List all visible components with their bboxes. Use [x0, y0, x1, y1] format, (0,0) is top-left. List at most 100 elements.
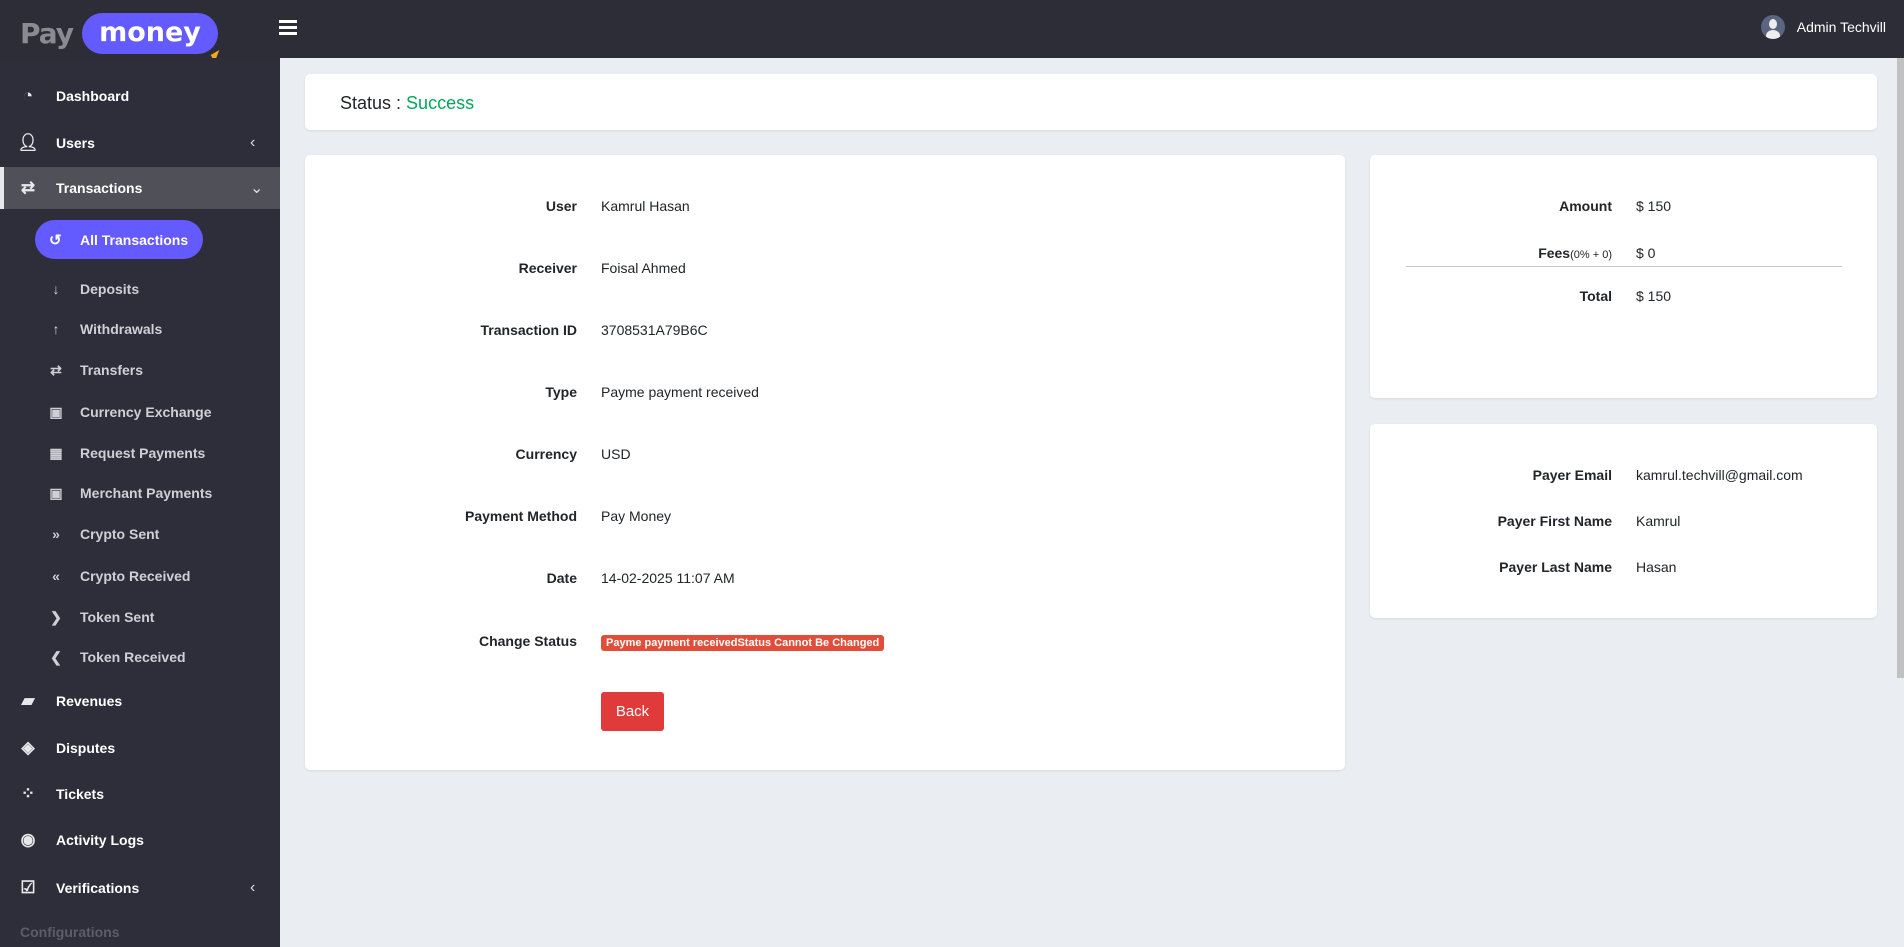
status-label: Status :: [340, 93, 402, 113]
detail-label: Date: [546, 570, 577, 586]
chevron-left-icon: ‹: [250, 134, 256, 151]
label: Token Sent: [80, 609, 155, 625]
detail-value: Payme payment received: [601, 384, 759, 400]
calculator-icon: ▦: [49, 444, 63, 461]
logo-pay: Pay: [20, 17, 74, 50]
amount-value: $ 150: [1636, 198, 1672, 214]
sidebar-sub-request-payments[interactable]: ▦ Request Payments: [0, 438, 280, 468]
fees-label-text: Fees: [1538, 245, 1571, 261]
payer-label: Payer Email: [1532, 467, 1612, 483]
detail-label: Transaction ID: [480, 322, 577, 338]
eye-icon: ◉: [20, 830, 36, 849]
sidebar-sub-crypto-received[interactable]: « Crypto Received: [0, 561, 280, 591]
spinner-icon: ⁘: [20, 784, 36, 803]
payer-info-card: Payer Email kamrul.techvill@gmail.com Paye…: [1370, 424, 1877, 618]
back-button[interactable]: Back: [601, 692, 664, 731]
payer-value: kamrul.techvill@gmail.com: [1636, 467, 1803, 483]
label: Transfers: [80, 362, 144, 378]
sidebar-sub-withdrawals[interactable]: ↑ Withdrawals: [0, 314, 280, 344]
status-badge: Payme payment receivedStatus Cannot Be C…: [601, 635, 885, 651]
detail-label: User: [545, 198, 577, 214]
logo-money: money: [82, 13, 218, 54]
label: Revenues: [56, 693, 123, 709]
detail-value: Foisal Ahmed: [601, 260, 686, 276]
fees-value: $ 0: [1636, 245, 1656, 261]
sidebar-item-transactions[interactable]: ⇄ Transactions ⌄: [0, 167, 280, 209]
total-label: Total: [1579, 288, 1612, 304]
label: Currency Exchange: [80, 404, 212, 420]
angle-double-right-icon: »: [52, 526, 60, 542]
sidebar-item-verifications[interactable]: ☑ Verifications ‹: [0, 871, 280, 905]
sidebar-sub-transfers[interactable]: ⇄ Transfers: [0, 355, 280, 385]
fees-label: Fees(0% + 0): [1538, 245, 1612, 261]
chevron-circle-right-icon: ❯: [50, 608, 62, 625]
sidebar-sub-merchant-payments[interactable]: ▣ Merchant Payments: [0, 478, 280, 508]
label: Deposits: [80, 281, 140, 297]
label: Transactions: [56, 180, 143, 196]
sidebar-item-users[interactable]: 👤︎ Users ‹: [0, 126, 280, 160]
amount-summary-card: Amount $ 150 Fees(0% + 0) $ 0 Total $ 15…: [1370, 155, 1877, 398]
status-card: Status : Success: [305, 74, 1877, 130]
sidebar-sub-deposits[interactable]: ↓ Deposits: [0, 274, 280, 304]
detail-value: 14-02-2025 11:07 AM: [601, 570, 735, 586]
detail-value: USD: [601, 446, 631, 462]
ticket-icon: ◈: [21, 738, 35, 757]
user-menu[interactable]: Admin Techvill: [1760, 15, 1886, 39]
label: Token Received: [80, 649, 186, 665]
payer-label: Payer Last Name: [1499, 559, 1612, 575]
page-scrollbar[interactable]: [1897, 58, 1904, 678]
total-value: $ 150: [1636, 288, 1672, 304]
fees-detail: (0% + 0): [1570, 249, 1612, 261]
hamburger-menu-icon[interactable]: [279, 20, 297, 36]
sidebar-sub-token-sent[interactable]: ❯ Token Sent: [0, 602, 280, 632]
label: Merchant Payments: [80, 485, 213, 501]
detail-label: Currency: [515, 446, 577, 462]
detail-label: Type: [545, 384, 577, 400]
detail-value: Kamrul Hasan: [601, 198, 690, 214]
exchange-icon: ⇄: [50, 361, 62, 378]
transaction-details-card: User Kamrul Hasan Receiver Foisal Ahmed Tran…: [305, 155, 1345, 770]
label: Tickets: [56, 786, 104, 802]
label: Withdrawals: [80, 321, 163, 337]
sidebar-item-disputes[interactable]: ◈ Disputes: [0, 731, 280, 765]
sidebar: ◔ Dashboard 👤︎ Users ‹ ⇄ Transactions ⌄ ↺ All …: [0, 58, 280, 947]
payer-label: Payer First Name: [1497, 513, 1612, 529]
paymoney-logo[interactable]: Pay money: [20, 13, 218, 54]
amount-label: Amount: [1559, 198, 1612, 214]
chevron-left-icon: ‹: [250, 879, 256, 896]
history-icon: ↺: [49, 231, 62, 249]
user-icon: 👤︎: [17, 133, 39, 152]
chevron-down-icon: ⌄: [250, 180, 264, 197]
label: Activity Logs: [56, 832, 144, 848]
user-name: Admin Techvill: [1796, 19, 1886, 35]
sidebar-item-dashboard[interactable]: ◔ Dashboard: [0, 79, 280, 113]
detail-value: Pay Money: [601, 508, 672, 524]
detail-value: 3708531A79B6C: [601, 322, 708, 338]
top-header: Pay money Admin Techvill: [0, 0, 1904, 58]
payer-value: Kamrul: [1636, 513, 1681, 529]
label: Verifications: [56, 880, 140, 896]
transactions-icon: ⇄: [20, 178, 36, 197]
sidebar-sub-token-received[interactable]: ❮ Token Received: [0, 642, 280, 672]
status-value: Success: [406, 93, 475, 113]
money-icon: ▣: [49, 484, 63, 501]
chevron-circle-left-icon: ❮: [50, 648, 62, 665]
sidebar-sub-crypto-sent[interactable]: » Crypto Sent: [0, 519, 280, 549]
status-badge-wrap: Payme payment receivedStatus Cannot Be C…: [601, 633, 885, 651]
detail-label: Payment Method: [464, 508, 577, 524]
label: Dashboard: [56, 88, 130, 104]
money-icon: ▣: [49, 403, 63, 420]
sidebar-item-revenues[interactable]: ▰ Revenues: [0, 684, 280, 718]
check-square-icon: ☑: [20, 878, 36, 897]
sidebar-sub-currency-exchange[interactable]: ▣ Currency Exchange: [0, 397, 280, 427]
tachometer-icon: ◔: [22, 86, 34, 105]
avatar: [1760, 15, 1785, 39]
detail-label: Change Status: [478, 633, 577, 649]
sidebar-sub-all-transactions[interactable]: ↺ All Transactions: [35, 220, 203, 259]
sidebar-item-tickets[interactable]: ⁘ Tickets: [0, 777, 280, 811]
book-icon: ▰: [21, 691, 35, 710]
divider: [1406, 266, 1842, 267]
sidebar-item-activity-logs[interactable]: ◉ Activity Logs: [0, 823, 280, 857]
label: Crypto Sent: [80, 526, 160, 542]
payer-value: Hasan: [1636, 559, 1677, 575]
